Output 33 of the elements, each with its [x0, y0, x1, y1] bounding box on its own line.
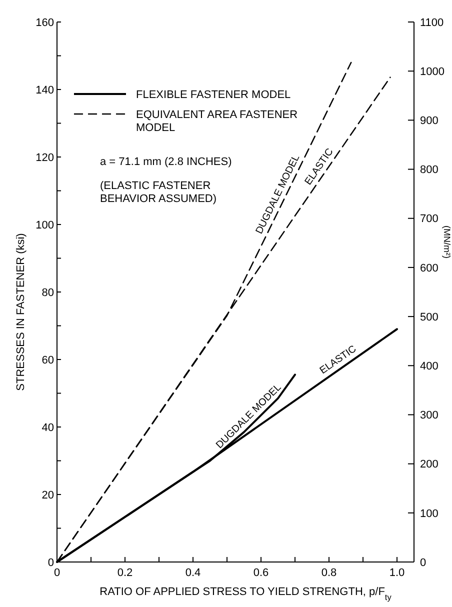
y2-tick-label: 700: [420, 213, 438, 226]
x-tick-label: 0.4: [185, 567, 201, 579]
x-tick-label: 0.6: [253, 567, 269, 579]
y-tick-label: 120: [36, 152, 54, 164]
y2-tick-label: 200: [420, 458, 438, 471]
legend-label: EQUIVALENT AREA FASTENER MODEL: [136, 108, 298, 134]
y2-tick-label: 1000: [420, 66, 444, 78]
annotation: (ELASTIC FASTENER BEHAVIOR ASSUMED): [100, 180, 217, 205]
y-axis-title: STRESSES IN FASTENER (ksi): [15, 233, 27, 391]
legend-label: FLEXIBLE FASTENER MODEL: [136, 88, 291, 101]
y-tick-label: 140: [36, 84, 54, 96]
x-tick-label: 1.0: [389, 567, 405, 579]
y-tick-label: 40: [42, 422, 54, 434]
x-axis-title: RATIO OF APPLIED STRESS TO YIELD STRENGTH, p/F$_{ty}$: [100, 586, 392, 602]
y-tick-label: 100: [36, 219, 54, 232]
y-tick-label: 20: [42, 489, 54, 502]
x-tick-label: 0.8: [321, 567, 337, 579]
x-tick-label: 0.2: [117, 567, 133, 579]
y2-tick-label: 600: [420, 262, 438, 274]
y2-tick-label: 900: [420, 115, 438, 128]
annotation: a = 71.1 mm (2.8 INCHES): [100, 156, 232, 168]
y2-axis-title: (MN/m²): [442, 226, 452, 258]
y2-tick-label: 500: [420, 311, 438, 324]
y2-tick-label: 100: [420, 508, 438, 520]
y-tick-label: 60: [42, 354, 54, 366]
y2-tick-label: 400: [420, 360, 438, 372]
y-tick-label: 0: [48, 556, 54, 569]
y2-tick-label: 1100: [420, 16, 444, 29]
y2-tick-label: 800: [420, 164, 438, 176]
y-tick-label: 80: [42, 286, 54, 299]
y2-tick-label: 300: [420, 410, 438, 422]
y-tick-label: 160: [36, 16, 54, 29]
y2-tick-label: 0: [420, 556, 426, 569]
